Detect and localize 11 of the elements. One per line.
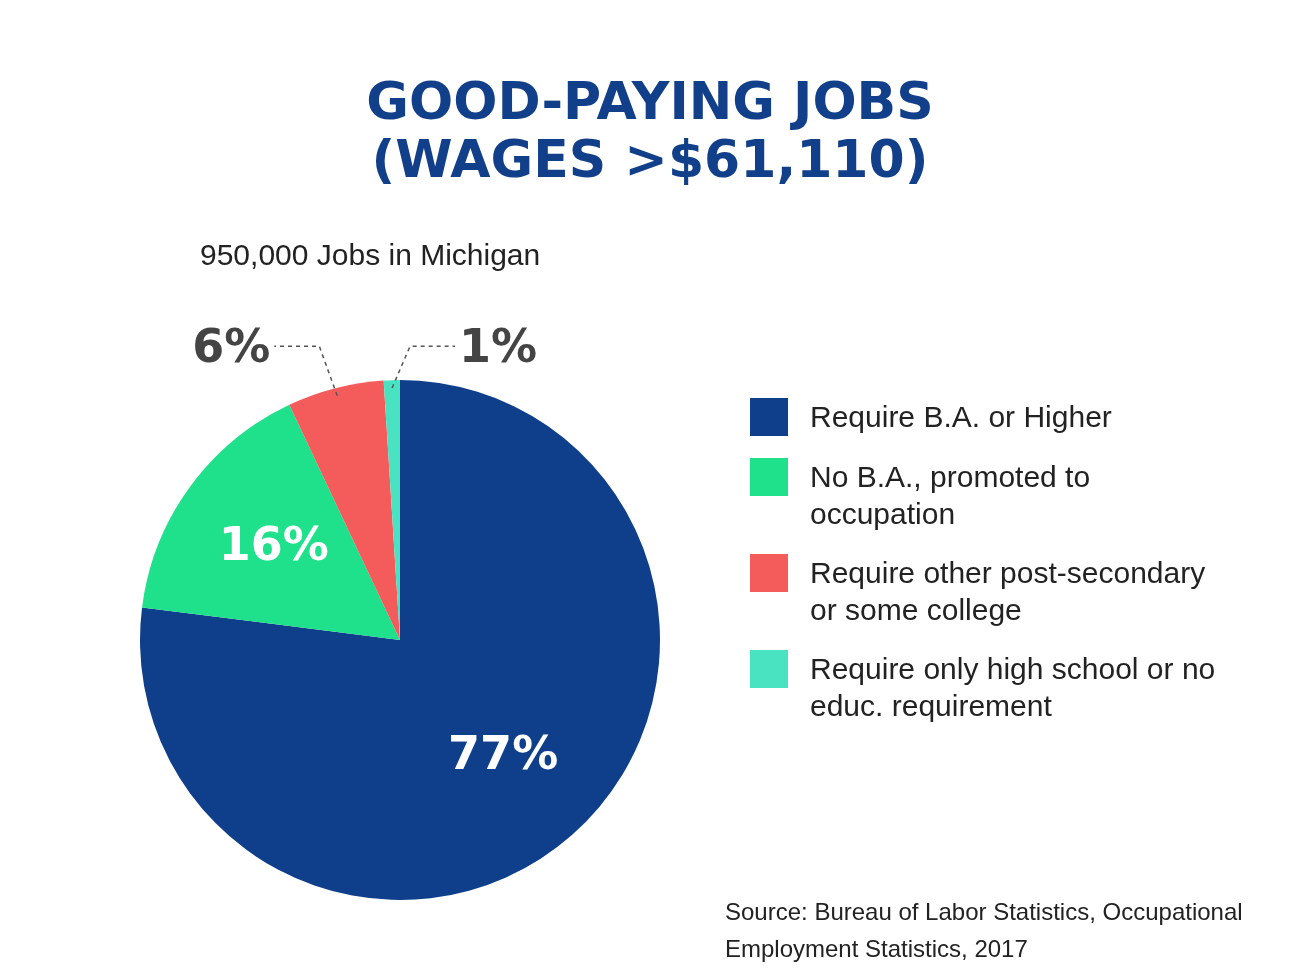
data-label: 77% [448, 725, 559, 780]
data-label: 6% [192, 319, 271, 374]
data-label: 16% [218, 517, 329, 572]
legend-label: Require other post-secondary or some college [810, 555, 1207, 628]
legend-label: Require only high school or no educ. requirement [810, 651, 1217, 724]
chart-subtitle: 950,000 Jobs in Michigan [200, 238, 541, 272]
source-note: Source: Bureau of Labor Statistics, Occupational Employment Statistics, 2017 [725, 897, 1244, 964]
data-label: 1% [459, 319, 538, 374]
legend-label: No B.A., promoted to occupation [810, 459, 1092, 532]
legend-label: Require B.A. or Higher [810, 399, 1112, 435]
chart-title: GOOD-PAYING JOBS (WAGES >$61,110) [365, 71, 935, 189]
